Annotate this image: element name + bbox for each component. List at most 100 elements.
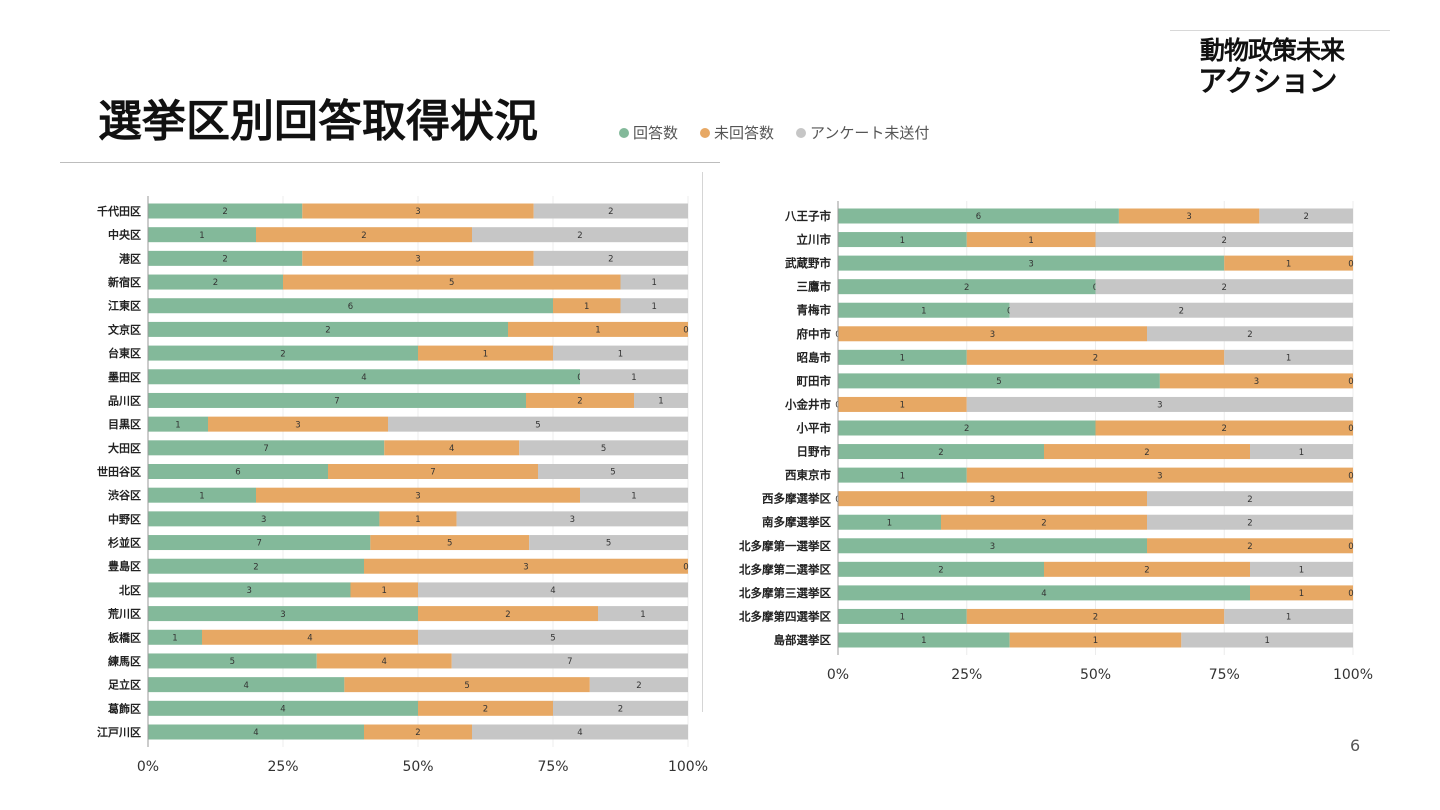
ward-bar-segment [208, 416, 388, 432]
city-category-label: 北多摩第二選挙区 [739, 562, 831, 576]
city-bar-segment [1147, 538, 1353, 554]
city-category-label: 西東京市 [785, 468, 831, 482]
ward-bar-segment [384, 440, 520, 456]
city-bar-segment [966, 396, 1353, 412]
ward-data-label: 5 [610, 468, 615, 478]
ward-data-label: 4 [243, 681, 248, 691]
city-bar-segment [966, 232, 1096, 248]
logo-text-line1: 動物政策未来 [1200, 36, 1345, 65]
city-data-label: 6 [976, 212, 981, 222]
city-bar-segment [1250, 585, 1353, 601]
city-data-label: 3 [1254, 377, 1259, 387]
ward-data-label: 2 [361, 231, 366, 241]
ward-bar-segment [589, 677, 688, 693]
ward-data-label: 2 [505, 610, 510, 620]
city-data-label: 2 [1093, 354, 1098, 364]
city-data-label: 3 [1157, 471, 1162, 481]
ward-bar-segment [256, 487, 580, 503]
city-category-label: 三鷹市 [797, 280, 832, 294]
ward-data-label: 1 [658, 397, 663, 407]
city-data-label: 1 [1286, 354, 1291, 364]
ward-category-label: 文京区 [108, 322, 141, 336]
ward-data-label: 2 [253, 562, 258, 572]
city-category-label: 町田市 [797, 374, 832, 388]
city-data-label: 3 [990, 495, 995, 505]
city-bar-segment [1095, 420, 1353, 436]
city-data-label: 0 [1348, 259, 1353, 269]
city-x-tick-label: 25% [951, 667, 982, 683]
city-bar-segment [838, 279, 1096, 295]
ward-data-label: 3 [415, 255, 420, 265]
ward-bar-segment [553, 700, 688, 716]
ward-bar-segment [370, 535, 530, 551]
ward-data-label: 5 [606, 539, 611, 549]
ward-category-label: 墨田区 [108, 371, 141, 384]
ward-bar-segment [148, 369, 580, 385]
ward-bar-segment [553, 345, 688, 361]
ward-bar-segment [553, 298, 621, 314]
city-bar-segment [838, 467, 967, 483]
city-data-label: 1 [900, 471, 905, 481]
city-bar-segment [838, 349, 967, 365]
city-bar-segment [838, 326, 1147, 342]
city-data-label: 3 [1028, 259, 1033, 269]
city-bar-segment [838, 444, 1044, 460]
ward-data-label: 6 [348, 302, 353, 312]
ward-category-label: 北区 [119, 583, 141, 597]
city-bar-segment [1044, 444, 1250, 460]
ward-bar-segment [148, 606, 418, 622]
city-category-label: 小平市 [796, 421, 832, 435]
ward-data-label: 2 [577, 397, 582, 407]
ward-data-label: 1 [595, 326, 600, 336]
city-data-label: 0 [1348, 542, 1353, 552]
ward-category-label: 荒川区 [107, 607, 141, 621]
legend-item-answered: 回答数 [619, 122, 678, 143]
ward-bar-segment [283, 274, 621, 290]
city-data-label: 0 [1348, 424, 1353, 434]
city-category-label: 昭島市 [797, 350, 832, 364]
ward-bar-segment [148, 700, 418, 716]
ward-category-label: 江東区 [108, 299, 141, 313]
ward-data-label: 5 [447, 539, 452, 549]
ward-data-label: 4 [280, 705, 285, 715]
legend-label-not-sent: アンケート未送付 [810, 124, 930, 142]
ward-data-label: 0 [683, 326, 688, 336]
ward-bar-segment [148, 392, 526, 408]
ward-bar-segment [379, 511, 457, 527]
ward-data-label: 3 [570, 515, 575, 525]
ward-bar-segment [148, 724, 364, 740]
ward-bar-segment [388, 416, 688, 432]
ward-data-label: 2 [415, 728, 420, 738]
ward-bar-segment [519, 440, 688, 456]
ward-x-tick-label: 0% [137, 759, 159, 775]
city-category-label: 日野市 [797, 445, 832, 459]
ward-data-label: 2 [325, 326, 330, 336]
legend-label-answered: 回答数 [633, 124, 679, 142]
ward-data-label: 1 [382, 586, 387, 596]
ward-bar-segment [148, 250, 303, 266]
city-bar-segment [1147, 514, 1353, 530]
ward-data-label: 2 [608, 207, 613, 217]
ward-x-tick-label: 75% [537, 759, 568, 775]
ward-category-label: 杉並区 [108, 536, 141, 550]
ward-data-label: 5 [550, 633, 555, 643]
city-category-label: 武蔵野市 [785, 256, 831, 270]
ward-data-label: 7 [567, 657, 572, 667]
city-bar-segment [966, 608, 1225, 624]
ward-bar-segment [148, 203, 303, 219]
ward-data-label: 2 [608, 255, 613, 265]
ward-x-tick-label: 50% [402, 759, 433, 775]
legend-item-not-sent: アンケート未送付 [796, 122, 929, 143]
city-data-label: 1 [1299, 589, 1304, 599]
city-data-label: 3 [990, 330, 995, 340]
city-category-label: 西多摩選挙区 [762, 492, 831, 506]
city-data-label: 1 [900, 401, 905, 411]
city-category-label: 北多摩第四選挙区 [739, 609, 831, 623]
ward-bar-segment [580, 369, 688, 385]
ward-bar-segment [598, 606, 688, 622]
legend-swatch-not-sent [796, 127, 807, 138]
city-data-label: 2 [1247, 518, 1252, 528]
city-bar-segment [838, 538, 1147, 554]
city-bar-segment [1224, 349, 1353, 365]
